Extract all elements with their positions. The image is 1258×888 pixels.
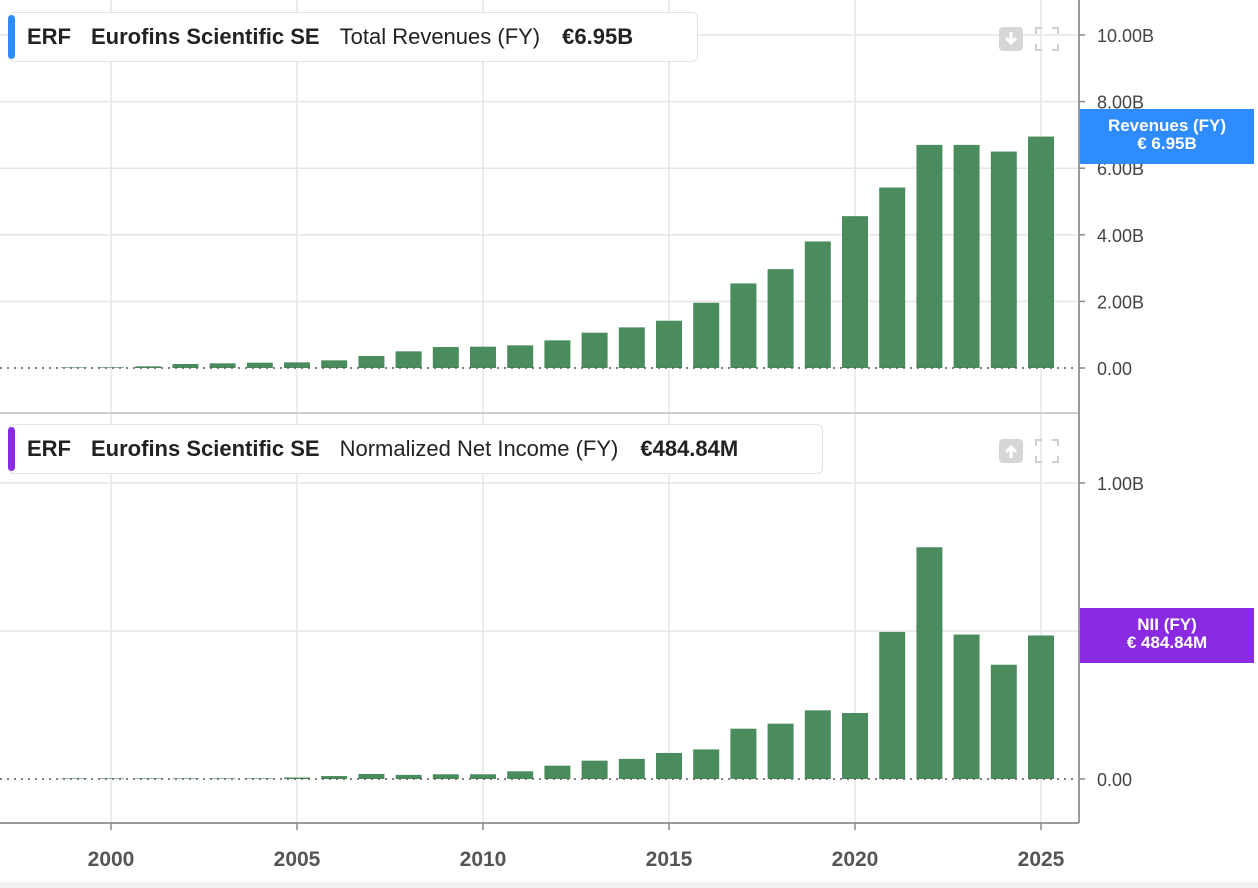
bar	[879, 631, 906, 779]
bar	[879, 187, 906, 368]
bar	[470, 346, 496, 368]
bar	[842, 216, 868, 368]
y-tick-label: 8.00B	[1097, 93, 1144, 113]
legend-company: Eurofins Scientific SE	[91, 24, 320, 49]
bar	[172, 778, 199, 779]
bar	[544, 340, 571, 368]
revenue-value-tag: Revenues (FY) € 6.95B	[1080, 109, 1254, 164]
y-tick-label: 4.00B	[1097, 226, 1144, 246]
bar	[618, 327, 645, 368]
bar	[1028, 136, 1054, 368]
bar	[395, 774, 422, 779]
bar	[990, 151, 1017, 368]
legend-metric: Total Revenues (FY)	[339, 24, 541, 49]
bar	[432, 774, 459, 779]
bar	[916, 547, 943, 779]
nii-legend: ERF Eurofins Scientific SE Normalized Ne…	[8, 424, 823, 474]
bar	[693, 749, 720, 779]
bar	[767, 269, 794, 368]
bar	[98, 778, 124, 779]
bar	[730, 728, 757, 779]
x-tick-label: 2005	[274, 848, 321, 871]
legend-ticker: ERF	[27, 24, 71, 49]
bar	[284, 362, 310, 368]
bottom-strip	[0, 882, 1258, 888]
legend-value: €484.84M	[640, 436, 739, 461]
bar	[321, 776, 348, 779]
expand-icon[interactable]	[1034, 438, 1060, 464]
tag-label: NII (FY)	[1137, 615, 1197, 634]
bar	[284, 777, 310, 779]
x-tick-label: 2000	[88, 848, 135, 871]
legend-value: €6.95B	[562, 24, 634, 49]
nii-value-tag: NII (FY) € 484.84M	[1080, 608, 1254, 663]
bar	[507, 345, 534, 368]
bar	[953, 144, 980, 368]
bar	[693, 302, 720, 368]
legend-metric: Normalized Net Income (FY)	[339, 436, 619, 461]
bar	[767, 723, 794, 779]
nii-accent	[8, 427, 15, 471]
bar	[1028, 635, 1054, 779]
bar	[618, 758, 645, 779]
tag-value: € 6.95B	[1137, 134, 1197, 153]
legend-company: Eurofins Scientific SE	[91, 436, 320, 461]
bar	[246, 362, 273, 368]
revenue-legend: ERF Eurofins Scientific SE Total Revenue…	[8, 12, 698, 62]
y-tick-label: 1.00B	[1097, 474, 1144, 494]
bar	[916, 144, 943, 368]
bar	[581, 760, 608, 779]
y-tick-label: 10.00B	[1097, 26, 1154, 46]
x-tick-label: 2010	[460, 848, 507, 871]
bar	[804, 710, 831, 779]
bar	[544, 765, 571, 779]
bar	[804, 241, 831, 368]
x-tick-label: 2025	[1018, 848, 1065, 871]
bar	[656, 752, 682, 779]
bar	[358, 773, 385, 779]
bar	[990, 664, 1017, 779]
bar	[730, 283, 757, 368]
revenue-accent	[8, 15, 15, 59]
bar	[358, 356, 385, 368]
x-tick-label: 2020	[832, 848, 879, 871]
bar	[507, 771, 534, 779]
bar	[656, 320, 682, 368]
legend-ticker: ERF	[27, 436, 71, 461]
bar	[60, 367, 87, 368]
bar	[395, 351, 422, 368]
bar	[321, 360, 348, 368]
y-tick-label: 0.00	[1097, 359, 1132, 379]
tag-label: Revenues (FY)	[1107, 116, 1227, 135]
x-tick-label: 2015	[646, 848, 693, 871]
tag-value: € 484.84M	[1126, 633, 1208, 652]
bar	[432, 347, 459, 368]
y-tick-label: 0.00	[1097, 770, 1132, 790]
bar	[470, 774, 496, 779]
expand-icon[interactable]	[1034, 26, 1060, 52]
upload-icon[interactable]	[998, 438, 1024, 464]
download-icon[interactable]	[998, 26, 1024, 52]
y-tick-label: 6.00B	[1097, 159, 1144, 179]
bar	[842, 712, 868, 779]
bar	[135, 366, 162, 368]
bar	[581, 332, 608, 368]
bar	[172, 364, 199, 368]
bar	[209, 363, 236, 368]
bar	[209, 778, 236, 779]
bar	[98, 367, 124, 368]
bar	[60, 778, 87, 779]
bar	[953, 634, 980, 779]
y-tick-label: 2.00B	[1097, 292, 1144, 312]
